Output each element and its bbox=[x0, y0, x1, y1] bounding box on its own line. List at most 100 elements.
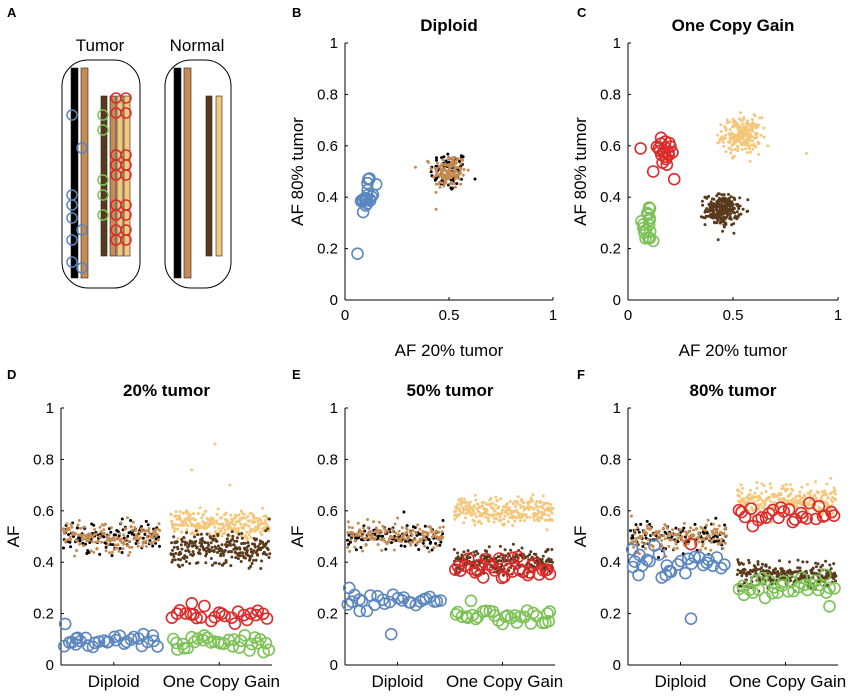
data-point-dot bbox=[637, 552, 641, 556]
data-point-circle bbox=[763, 574, 776, 588]
data-point-dot bbox=[803, 494, 807, 498]
data-point-dot bbox=[689, 526, 693, 530]
data-point-dot bbox=[220, 534, 224, 538]
data-point-dot bbox=[405, 530, 408, 534]
data-point-dot bbox=[261, 529, 265, 532]
data-point-dot bbox=[634, 523, 638, 527]
data-point-dot bbox=[480, 514, 484, 518]
data-point-dot bbox=[88, 536, 91, 540]
data-point-dot bbox=[519, 519, 522, 523]
data-point-dot bbox=[716, 213, 720, 217]
data-point-dot bbox=[719, 198, 723, 202]
data-point-circle bbox=[243, 644, 256, 657]
data-point-dot bbox=[696, 536, 700, 540]
data-point-dot bbox=[357, 533, 361, 537]
data-point-dot bbox=[740, 135, 744, 139]
data-point-dot bbox=[408, 541, 412, 545]
data-point-dot bbox=[466, 556, 470, 560]
data-point-circle bbox=[177, 641, 191, 655]
data-point-dot bbox=[736, 568, 740, 572]
data-point-dot bbox=[210, 549, 214, 553]
data-point-circle bbox=[823, 599, 836, 613]
y-tick-label: 0.6 bbox=[317, 138, 338, 155]
data-point-dot bbox=[467, 502, 471, 506]
data-point-dot bbox=[757, 141, 761, 145]
data-point-dot bbox=[546, 548, 550, 552]
data-point-dot bbox=[449, 156, 453, 160]
data-point-dot bbox=[724, 150, 728, 154]
data-point-dot bbox=[487, 519, 491, 523]
panel-letter-f: F bbox=[577, 367, 585, 382]
data-point-dot bbox=[708, 534, 711, 538]
data-point-dot bbox=[434, 174, 438, 177]
data-point-dot bbox=[485, 512, 489, 516]
data-point-dot bbox=[450, 187, 454, 191]
data-point-dot bbox=[230, 550, 233, 554]
data-point-dot bbox=[736, 128, 740, 132]
data-point-dot bbox=[716, 204, 720, 208]
data-point-dot bbox=[748, 138, 752, 142]
data-point-dot bbox=[550, 518, 554, 522]
data-point-dot bbox=[736, 144, 740, 148]
data-point-dot bbox=[115, 536, 119, 540]
data-point-dot bbox=[808, 494, 812, 498]
data-point-dot bbox=[739, 570, 742, 573]
data-point-dot bbox=[725, 534, 729, 538]
data-point-dot bbox=[391, 530, 395, 534]
data-point-dot bbox=[712, 203, 716, 207]
data-point-circle bbox=[526, 606, 540, 620]
data-point-dot bbox=[814, 565, 818, 569]
data-point-dot bbox=[231, 537, 235, 541]
data-point-dot bbox=[216, 544, 220, 548]
data-point-dot bbox=[463, 516, 467, 520]
data-point-dot bbox=[498, 544, 502, 548]
data-point-dot bbox=[231, 519, 235, 523]
data-point-dot bbox=[128, 550, 132, 554]
red-variant-marker bbox=[120, 107, 132, 119]
data-point-dot bbox=[369, 530, 373, 534]
y-tick-label: 0.6 bbox=[600, 138, 621, 155]
data-point-dot bbox=[423, 524, 427, 528]
data-point-dot bbox=[760, 566, 764, 570]
data-point-dot bbox=[795, 505, 799, 509]
data-point-dot bbox=[172, 555, 176, 558]
data-point-dot bbox=[155, 532, 159, 536]
y-tick-label: 0.2 bbox=[33, 606, 54, 623]
data-point-dot bbox=[732, 133, 736, 137]
data-point-dot bbox=[757, 152, 760, 156]
data-point-dot bbox=[801, 496, 805, 500]
data-point-dot bbox=[249, 564, 253, 568]
data-point-dot bbox=[549, 558, 553, 562]
data-point-dot bbox=[173, 527, 177, 531]
data-point-dot bbox=[441, 168, 444, 172]
data-point-circle bbox=[646, 234, 660, 248]
y-tick-label: 0.8 bbox=[317, 451, 338, 468]
data-point-dot bbox=[70, 525, 74, 529]
data-point-dot bbox=[394, 531, 398, 535]
data-point-dot bbox=[250, 512, 254, 516]
data-point-dot bbox=[736, 202, 740, 206]
data-point-dot bbox=[407, 534, 411, 538]
data-point-dot bbox=[75, 549, 79, 552]
data-point-dot bbox=[124, 527, 128, 530]
data-point-dot bbox=[438, 526, 442, 530]
data-point-circle bbox=[188, 635, 201, 649]
data-point-dot bbox=[738, 204, 742, 208]
data-point-dot bbox=[745, 151, 749, 155]
data-point-dot bbox=[364, 543, 368, 547]
data-point-dot bbox=[725, 200, 729, 204]
data-point-dot bbox=[461, 155, 465, 159]
data-point-dot bbox=[719, 129, 723, 133]
data-point-dot bbox=[711, 213, 715, 217]
blue-variant-marker bbox=[66, 199, 78, 211]
data-point-dot bbox=[193, 535, 196, 539]
data-point-dot bbox=[504, 510, 508, 514]
data-point-dot bbox=[809, 489, 813, 493]
data-point-dot bbox=[144, 519, 148, 523]
data-point-dot bbox=[544, 508, 548, 512]
data-point-circle bbox=[469, 612, 483, 626]
data-point-circle bbox=[360, 189, 374, 202]
data-point-dot bbox=[746, 119, 750, 123]
data-point-dot bbox=[642, 528, 646, 532]
data-point-dot bbox=[442, 184, 446, 188]
